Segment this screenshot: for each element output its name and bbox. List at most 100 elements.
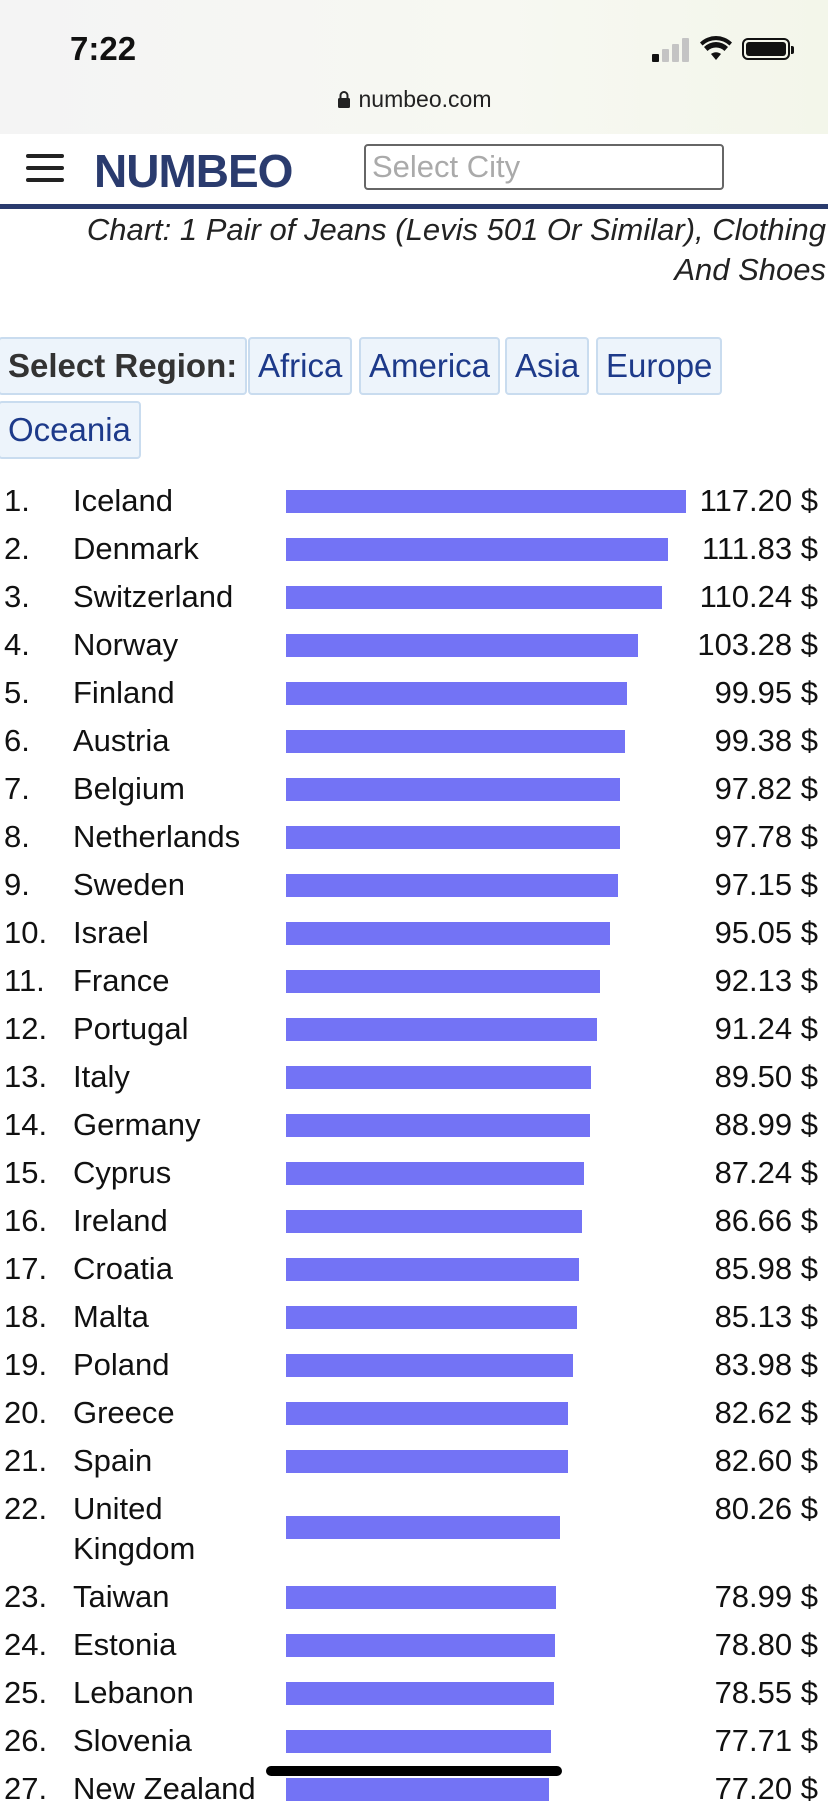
price-bar — [286, 538, 668, 561]
price-value: 117.20 $ — [699, 483, 818, 518]
price-bar — [286, 1018, 597, 1041]
country-name: Netherlands — [73, 819, 241, 854]
rank-number: 12. — [4, 1011, 48, 1046]
price-value: 92.13 $ — [714, 963, 818, 998]
price-value: 86.66 $ — [714, 1203, 818, 1238]
site-header: NUMBEO — [0, 134, 828, 209]
price-bar — [286, 922, 610, 945]
price-bar — [286, 1066, 591, 1089]
price-value: 89.50 $ — [714, 1059, 818, 1094]
region-button-oceania[interactable]: Oceania — [0, 401, 141, 459]
country-name: Denmark — [73, 531, 199, 566]
rank-number: 7. — [4, 771, 30, 806]
cellular-signal-icon — [652, 38, 692, 62]
country-name: Croatia — [73, 1251, 173, 1286]
select-city-input[interactable] — [364, 144, 724, 190]
wifi-icon — [700, 36, 732, 60]
price-value: 99.38 $ — [714, 723, 818, 758]
region-button-asia[interactable]: Asia — [505, 337, 590, 395]
chart-row: 14. Germany 88.99 $ — [0, 1105, 828, 1145]
chart-row: 2. Denmark 111.83 $ — [0, 529, 828, 569]
price-value: 97.78 $ — [714, 819, 818, 854]
address-bar[interactable]: numbeo.com — [0, 86, 828, 113]
country-name: Italy — [73, 1059, 130, 1094]
rank-number: 27. — [4, 1771, 48, 1806]
home-indicator — [266, 1766, 562, 1776]
price-bar — [286, 1306, 577, 1329]
price-bar — [286, 1162, 584, 1185]
chart-row: 3. Switzerland 110.24 $ — [0, 577, 828, 617]
country-name: Estonia — [73, 1627, 177, 1662]
price-value: 78.99 $ — [714, 1579, 818, 1614]
rank-number: 5. — [4, 675, 30, 710]
region-button-europe[interactable]: Europe — [596, 337, 723, 395]
region-button-america[interactable]: America — [359, 337, 501, 395]
country-name: Portugal — [73, 1011, 189, 1046]
country-name: New Zealand — [73, 1771, 256, 1806]
chart-row: 10. Israel 95.05 $ — [0, 913, 828, 953]
chart-row: 13. Italy 89.50 $ — [0, 1057, 828, 1097]
chart-row: 22. United Kingdom 80.26 $ — [0, 1489, 828, 1577]
country-name: Iceland — [73, 483, 173, 518]
url-text: numbeo.com — [358, 86, 492, 112]
chart-row: 25. Lebanon 78.55 $ — [0, 1673, 828, 1713]
country-name: Malta — [73, 1299, 149, 1334]
country-name: Cyprus — [73, 1155, 172, 1190]
rank-number: 3. — [4, 579, 30, 614]
region-button-africa[interactable]: Africa — [248, 337, 353, 395]
price-value: 85.98 $ — [714, 1251, 818, 1286]
chart-row: 16. Ireland 86.66 $ — [0, 1201, 828, 1241]
rank-number: 14. — [4, 1107, 48, 1142]
price-value: 111.83 $ — [701, 531, 818, 566]
price-value: 77.20 $ — [714, 1771, 818, 1806]
chart-row: 4. Norway 103.28 $ — [0, 625, 828, 665]
numbeo-logo[interactable]: NUMBEO — [94, 145, 293, 197]
price-bar — [286, 1402, 568, 1425]
chart-row: 11. France 92.13 $ — [0, 961, 828, 1001]
price-value: 99.95 $ — [714, 675, 818, 710]
rank-number: 10. — [4, 915, 48, 950]
price-value: 78.55 $ — [714, 1675, 818, 1710]
country-name: Taiwan — [73, 1579, 170, 1614]
price-bar — [286, 1450, 568, 1473]
price-value: 80.26 $ — [714, 1491, 818, 1526]
price-bar — [286, 1114, 590, 1137]
rank-number: 8. — [4, 819, 30, 854]
price-value: 87.24 $ — [714, 1155, 818, 1190]
rank-number: 2. — [4, 531, 30, 566]
rank-number: 16. — [4, 1203, 48, 1238]
rank-number: 6. — [4, 723, 30, 758]
rank-number: 19. — [4, 1347, 48, 1382]
hamburger-menu-icon[interactable] — [26, 154, 64, 184]
country-name: Poland — [73, 1347, 170, 1382]
chart-row: 15. Cyprus 87.24 $ — [0, 1153, 828, 1193]
price-bar — [286, 778, 620, 801]
price-bar — [286, 586, 662, 609]
price-bar — [286, 1634, 555, 1657]
status-time: 7:22 — [70, 30, 137, 67]
chart-row: 5. Finland 99.95 $ — [0, 673, 828, 713]
country-name: Austria — [73, 723, 170, 758]
rank-number: 21. — [4, 1443, 48, 1478]
price-value: 82.62 $ — [714, 1395, 818, 1430]
rank-number: 22. — [4, 1491, 48, 1526]
price-bar — [286, 1258, 579, 1281]
price-value: 85.13 $ — [714, 1299, 818, 1334]
country-name: Spain — [73, 1443, 153, 1478]
price-value: 97.82 $ — [714, 771, 818, 806]
country-name: Norway — [73, 627, 179, 662]
price-bar — [286, 1210, 582, 1233]
battery-icon — [742, 38, 794, 60]
select-region-label: Select Region: — [0, 337, 248, 395]
price-value: 88.99 $ — [714, 1107, 818, 1142]
rank-number: 18. — [4, 1299, 48, 1334]
price-bar — [286, 490, 686, 513]
country-name: Israel — [73, 915, 149, 950]
price-bar — [286, 970, 600, 993]
price-bar — [286, 682, 627, 705]
chart-row: 12. Portugal 91.24 $ — [0, 1009, 828, 1049]
chart-row: 26. Slovenia 77.71 $ — [0, 1721, 828, 1761]
price-value: 82.60 $ — [714, 1443, 818, 1478]
country-name: Greece — [73, 1395, 175, 1430]
chart-row: 8. Netherlands 97.78 $ — [0, 817, 828, 857]
